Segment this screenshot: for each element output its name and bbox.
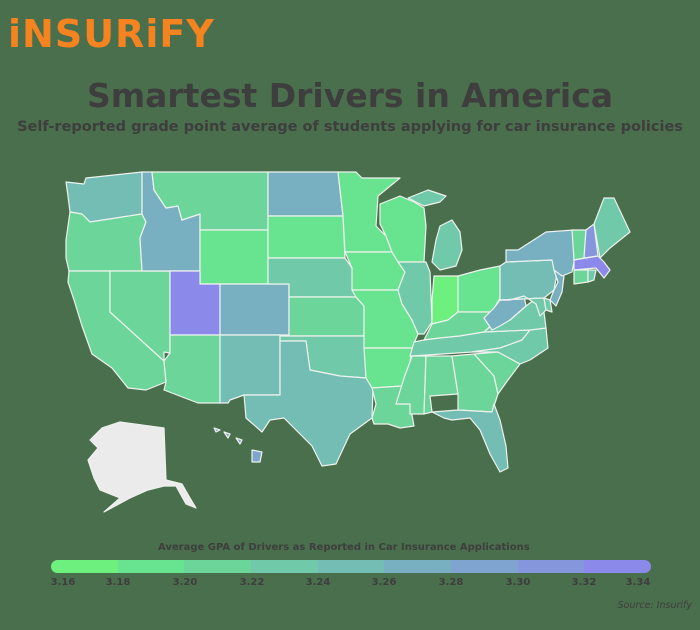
source-note: Source: Insurify	[617, 600, 692, 611]
state-MN	[337, 171, 401, 253]
state-OH	[457, 265, 501, 313]
state-NJ	[549, 269, 565, 307]
state-OR	[65, 211, 147, 272]
legend-tick: 3.34	[625, 577, 651, 588]
legend-swatch	[251, 560, 318, 573]
state-NM	[219, 334, 281, 404]
legend-swatch	[51, 560, 118, 573]
state-CO	[219, 283, 290, 336]
legend-tick: 3.22	[239, 577, 265, 588]
state-RI	[587, 269, 597, 283]
chart-title: Smartest Drivers in America	[86, 76, 614, 115]
legend-tick: 3.18	[105, 577, 131, 588]
legend-swatch	[317, 560, 385, 573]
state-NY	[505, 229, 575, 277]
legend-swatch	[584, 560, 651, 573]
legend-tick: 3.30	[505, 577, 531, 588]
legend-ticks: 3.16 3.18 3.20 3.22 3.24 3.26 3.28 3.30 …	[0, 577, 700, 591]
legend-tick: 3.28	[438, 577, 464, 588]
legend-tick: 3.20	[172, 577, 198, 588]
state-WV	[483, 295, 527, 331]
legend-tick: 3.16	[50, 577, 76, 588]
legend-color-bar	[51, 560, 651, 573]
state-SD	[267, 215, 346, 259]
legend-tick: 3.32	[571, 577, 597, 588]
state-CT	[573, 269, 589, 285]
state-TX	[243, 340, 374, 467]
state-FL	[431, 403, 509, 473]
state-AK	[87, 421, 197, 513]
state-MI	[407, 189, 463, 271]
legend-swatch	[117, 560, 185, 573]
state-DE	[543, 297, 553, 313]
legend-title: Average GPA of Drivers as Reported in Ca…	[158, 542, 530, 553]
state-AZ	[163, 334, 221, 404]
state-PA	[499, 259, 559, 301]
legend-swatch	[451, 560, 518, 573]
state-KS	[288, 296, 365, 337]
legend-swatch	[517, 560, 585, 573]
state-ND	[267, 171, 344, 217]
state-NC	[471, 327, 549, 365]
legend-swatch	[184, 560, 252, 573]
state-IL	[397, 261, 433, 335]
state-WY	[199, 229, 269, 285]
state-HI	[213, 427, 263, 463]
legend-tick: 3.24	[305, 577, 331, 588]
legend-tick: 3.26	[371, 577, 397, 588]
legend-swatch	[384, 560, 452, 573]
insurify-logo: iNSURiFY	[8, 12, 215, 56]
chart-subtitle: Self-reported grade point average of stu…	[17, 119, 683, 135]
state-ME	[593, 197, 631, 259]
